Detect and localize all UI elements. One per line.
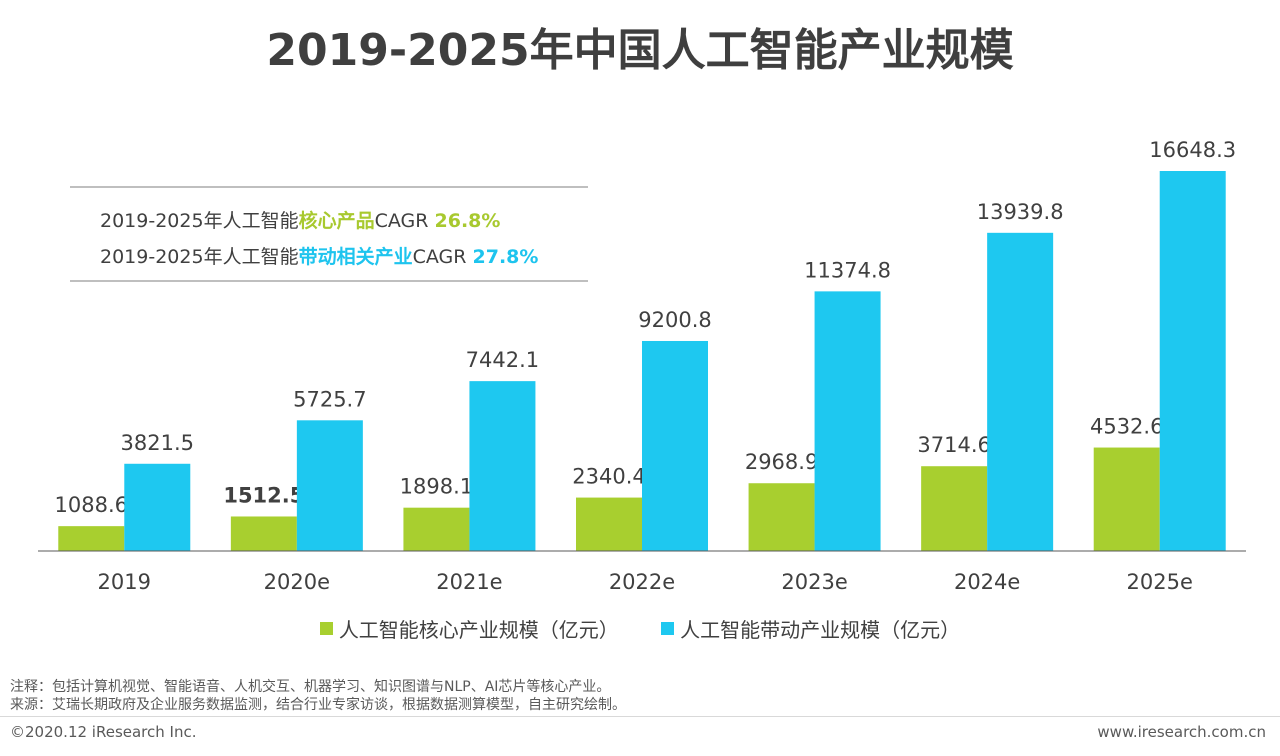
cagr-core-value: 26.8% xyxy=(434,210,501,232)
bar-related xyxy=(814,291,881,551)
copyright-text: ©2020.12 iResearch Inc. xyxy=(10,723,197,741)
data-label-core: 1088.6 xyxy=(55,493,128,517)
data-label-related: 16648.3 xyxy=(1149,138,1236,162)
data-label-related: 3821.5 xyxy=(121,431,194,455)
x-tick-label: 2021e xyxy=(436,570,502,594)
bar-related xyxy=(1159,171,1226,551)
data-label-related: 13939.8 xyxy=(977,200,1064,224)
cagr-core-prefix: 2019-2025年人工智能 xyxy=(100,210,299,232)
legend-item-core: 人工智能核心产业规模（亿元） xyxy=(319,614,619,643)
x-tick-label: 2020e xyxy=(264,570,330,594)
website-url: www.iresearch.com.cn xyxy=(1097,723,1266,741)
bar-related xyxy=(469,381,536,551)
chart-title: 2019-2025年中国人工智能产业规模 xyxy=(266,25,1014,76)
x-tick-label: 2022e xyxy=(609,570,675,594)
data-label-core: 3714.6 xyxy=(917,433,990,457)
cagr-related-prefix: 2019-2025年人工智能 xyxy=(100,246,299,268)
note-text: 注释：包括计算机视觉、智能语音、人机交互、机器学习、知识图谱与NLP、AI芯片等… xyxy=(10,679,611,695)
cagr-core-highlight: 核心产品 xyxy=(298,210,375,232)
cagr-related-line: 2019-2025年人工智能带动相关产业CAGR 27.8% xyxy=(100,242,538,269)
cagr-core-line: 2019-2025年人工智能核心产品CAGR 26.8% xyxy=(100,206,500,233)
cagr-core-suffix: CAGR xyxy=(374,210,435,232)
cagr-related-suffix: CAGR xyxy=(412,246,473,268)
cagr-related-highlight: 带动相关产业 xyxy=(298,246,413,268)
source-text: 来源：艾瑞长期政府及企业服务数据监测，结合行业专家访谈，根据数据测算模型，自主研… xyxy=(10,697,626,713)
bar-core xyxy=(748,483,815,551)
x-tick-label: 2019 xyxy=(98,570,151,594)
data-label-related: 5725.7 xyxy=(293,387,366,411)
x-tick-label: 2025e xyxy=(1127,570,1193,594)
bar-core xyxy=(1093,447,1160,551)
x-tick-label: 2024e xyxy=(954,570,1020,594)
bar-related xyxy=(642,340,708,551)
bar-core xyxy=(230,516,297,551)
data-label-core: 2340.4 xyxy=(572,465,645,489)
x-tick-label: 2023e xyxy=(781,570,847,594)
data-label-related: 9200.8 xyxy=(638,308,711,332)
legend-swatch-related xyxy=(661,622,675,635)
legend-item-related: 人工智能带动产业规模（亿元） xyxy=(661,614,960,643)
cagr-callout: 2019-2025年人工智能核心产品CAGR 26.8% 2019-2025年人… xyxy=(70,186,588,282)
bar-core xyxy=(403,507,470,551)
chart-legend: 人工智能核心产业规模（亿元） 人工智能带动产业规模（亿元） xyxy=(0,614,1280,643)
data-label-core: 2968.9 xyxy=(745,450,818,474)
bar-related xyxy=(124,463,191,551)
legend-label-related: 人工智能带动产业规模（亿元） xyxy=(680,618,961,642)
bar-core xyxy=(576,497,642,551)
bar-core xyxy=(921,466,988,551)
data-label-core: 4532.6 xyxy=(1090,415,1163,439)
bar-related xyxy=(987,232,1054,551)
data-label-related: 7442.1 xyxy=(466,348,539,372)
data-label-core: 1898.1 xyxy=(400,475,473,499)
bar-core xyxy=(58,526,125,551)
cagr-related-value: 27.8% xyxy=(472,246,539,268)
legend-swatch-core xyxy=(319,622,333,635)
data-label-core: 1512.5 xyxy=(223,483,304,507)
footer-divider xyxy=(0,716,1280,717)
bar-chart: 1088.6 3821.5 2019 1512.5 5725.7 2020e 1898.1 7… xyxy=(38,138,1246,594)
bar-related xyxy=(296,420,363,551)
data-label-related: 11374.8 xyxy=(804,258,891,282)
legend-label-core: 人工智能核心产业规模（亿元） xyxy=(338,618,619,642)
